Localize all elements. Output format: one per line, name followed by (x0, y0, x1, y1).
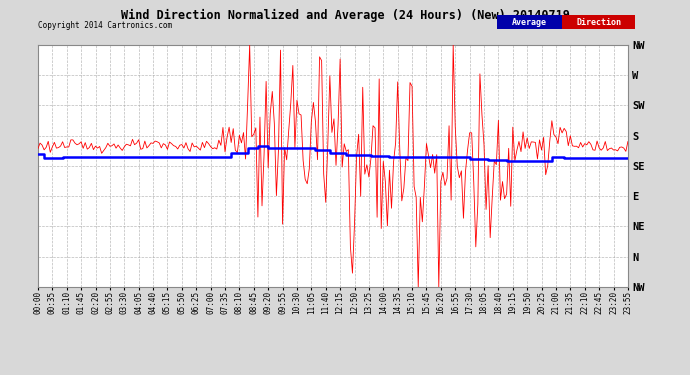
Text: Wind Direction Normalized and Average (24 Hours) (New) 20140719: Wind Direction Normalized and Average (2… (121, 9, 569, 22)
Text: Average: Average (512, 18, 547, 27)
Text: Direction: Direction (576, 18, 621, 27)
Text: Copyright 2014 Cartronics.com: Copyright 2014 Cartronics.com (38, 21, 172, 30)
